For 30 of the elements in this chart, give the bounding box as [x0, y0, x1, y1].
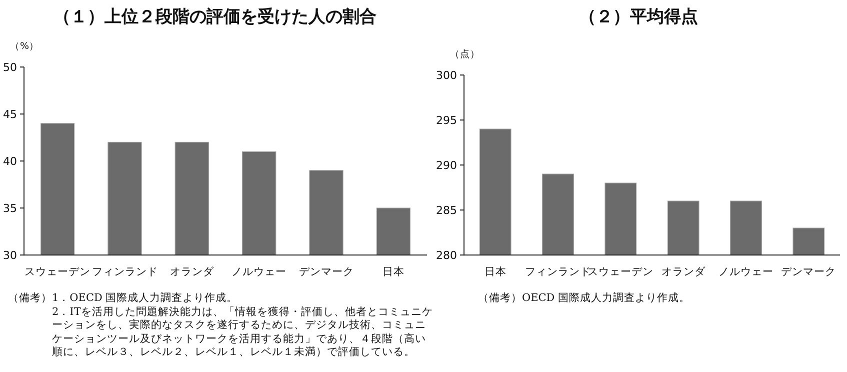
x-tick-label: フィンランド	[92, 266, 158, 278]
y-tick-label: 30	[3, 249, 17, 262]
x-tick-label: 日本	[484, 265, 506, 278]
x-tick-label: ノルウェー	[718, 266, 774, 278]
x-tick-label: デンマーク	[781, 266, 836, 278]
text: OECD 国際成人力調査より作成。	[522, 292, 690, 306]
y-tick-label: 35	[3, 202, 17, 215]
y-tick-label: 295	[436, 114, 457, 127]
x-tick-label: 日本	[382, 265, 404, 278]
x-tick-label: スウェーデン	[24, 266, 91, 278]
x-tick-label: スウェーデン	[588, 266, 654, 278]
text: （備考）	[478, 292, 522, 306]
y-tick-label: 40	[3, 155, 17, 168]
x-tick-label: デンマーク	[298, 266, 354, 278]
text: （備考）	[8, 292, 52, 306]
x-tick-label: ノルウェー	[232, 266, 287, 278]
text: 1．OECD 国際成人力調査より作成。	[52, 292, 239, 306]
chart-title: （１）上位２段階の評価を受けた人の割合	[54, 7, 376, 27]
text: 2．ITを活用した問題解決能力は、「情報を獲得・評価し、他者とコミュニケーションをし、実際的なタスクを遂行するために、デジタル技術、コミュニケーションツール及びネットワークを活用する能力」であり、４段階（高い順に、レベル３、レベル２、レベル１、レベル１未満）で評価している。	[52, 306, 433, 360]
y-tick-label: 290	[436, 159, 457, 172]
chart-title: （２）平均得点	[579, 7, 698, 27]
y-tick-label: 285	[436, 204, 457, 217]
y-tick-label: 280	[436, 249, 457, 262]
x-tick-label: オランダ	[170, 266, 215, 278]
y-axis-title: （%）	[10, 41, 40, 52]
y-axis-title: （点）	[450, 48, 480, 60]
y-tick-label: 300	[436, 69, 457, 82]
y-tick-label: 50	[3, 61, 17, 74]
y-tick-label: 45	[3, 108, 17, 121]
x-tick-label: オランダ	[661, 266, 706, 278]
